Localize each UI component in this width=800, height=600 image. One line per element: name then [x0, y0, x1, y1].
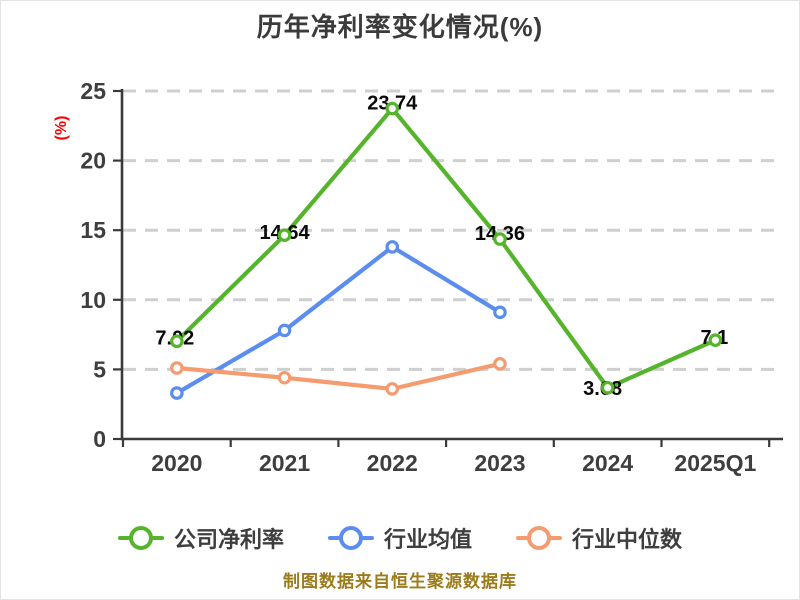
data-point-marker: [277, 323, 292, 338]
x-axis-tick-label: 2023: [474, 450, 525, 476]
x-axis-tick-label: 2021: [259, 450, 310, 476]
data-point-marker: [385, 382, 400, 396]
legend-circle-icon: [338, 526, 363, 550]
y-axis-tick-label: 25: [80, 78, 106, 104]
data-point-marker: [708, 333, 723, 347]
data-point-marker: [170, 334, 184, 349]
legend-marker-icon: [516, 526, 562, 550]
legend-circle-icon: [527, 526, 551, 550]
data-point-marker: [493, 305, 507, 320]
legend-marker-icon: [327, 526, 374, 550]
x-axis-tick-label: 2022: [367, 450, 418, 476]
legend-item-label: 行业均值: [383, 527, 472, 552]
x-axis-tick-label: 2020: [151, 450, 202, 476]
y-axis-tick-label: 10: [80, 287, 106, 313]
data-point-marker: [493, 357, 507, 371]
plot-area: 0510152025202020212022202320242025Q17.02…: [80, 78, 783, 476]
y-axis-tick-label: 0: [93, 426, 106, 452]
legend-item-label: 公司净利率: [173, 527, 284, 552]
data-point-marker: [277, 370, 292, 385]
legend-item-label: 行业中位数: [572, 527, 683, 552]
x-axis-tick-label: 2024: [582, 450, 633, 476]
legend-item-行业均值: 行业均值: [327, 522, 472, 554]
data-point-marker: [385, 101, 400, 116]
chart-title: 历年净利率变化情况(%): [256, 12, 544, 42]
legend-item-公司净利率: 公司净利率: [117, 522, 284, 554]
legend-marker-icon: [117, 526, 164, 550]
series-line-行业中位数: [174, 361, 503, 391]
data-source-note: 制图数据来自恒生聚源数据库: [283, 572, 517, 591]
legend-circle-icon: [128, 526, 153, 550]
y-axis-tick-label: 5: [93, 356, 106, 382]
legend-item-行业中位数: 行业中位数: [516, 522, 682, 554]
series-line-公司净利率: [174, 106, 718, 390]
x-axis-tick-label: 2025Q1: [674, 450, 756, 476]
y-axis-tick-label: 20: [80, 148, 106, 174]
series-line-行业均值: [174, 244, 503, 396]
data-point-marker: [170, 361, 184, 375]
axis-lines: [120, 89, 783, 441]
data-point-marker: [385, 240, 400, 254]
data-point-marker: [493, 232, 507, 246]
data-point-marker: [600, 380, 615, 395]
data-point-marker: [277, 228, 292, 243]
y-axis-tick-label: 15: [80, 217, 106, 243]
data-point-marker: [170, 386, 184, 400]
legend: 公司净利率 行业均值 行业中位数: [1, 516, 799, 560]
